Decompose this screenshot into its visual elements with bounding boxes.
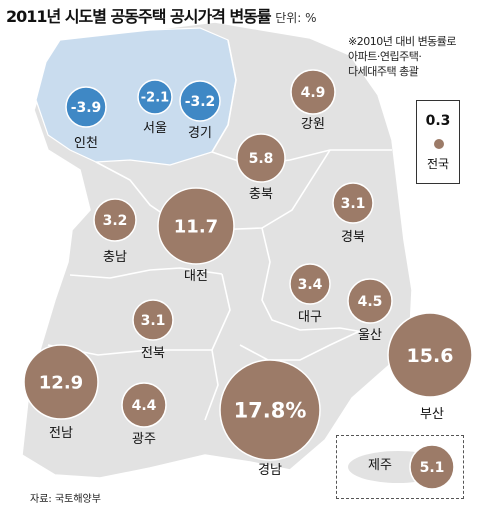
gangwon-name-label: 강원	[301, 117, 325, 132]
jeju-inset-frame	[336, 435, 464, 499]
seoul-name-label: 서울	[143, 121, 167, 136]
chungbuk-name-label: 충북	[249, 187, 273, 202]
footnote-line: ※2010년 대비 변동률로	[348, 35, 457, 48]
ulsan-name-label: 울산	[358, 328, 382, 343]
jeonnam-value-label: 12.9	[39, 372, 83, 393]
busan-bubble	[387, 312, 473, 398]
chungbuk-value-label: 5.8	[249, 151, 274, 167]
gyeonggi-value-label: -3.2	[185, 94, 216, 110]
capital-area-shape	[35, 27, 237, 166]
source-note: 자료: 국토해양부	[30, 494, 101, 505]
border-line	[261, 227, 381, 336]
incheon-bubble	[65, 86, 107, 128]
chungnam-value-label: 3.2	[103, 213, 128, 229]
bubble-layer: -3.9 인천 -2.1 서울 -3.2 경기 4.9 강원 5.8 충북 3.1 경북 3.2 충남 11…	[23, 69, 473, 490]
jeonbuk-value-label: 3.1	[141, 313, 166, 329]
footnote: ※2010년 대비 변동률로 아파트·연립주택· 다세대주택 총괄	[348, 34, 457, 79]
footnote-line: 다세대주택 총괄	[348, 65, 419, 78]
busan-name-label: 부산	[420, 407, 444, 422]
gangwon-value-label: 4.9	[301, 85, 326, 101]
gyeonggi-name-label: 경기	[188, 126, 212, 141]
incheon-name-label: 인천	[74, 136, 98, 151]
map-title: 2011년 시도별 공동주택 공시가격 변동률 단위: %	[6, 3, 317, 27]
ulsan-bubble	[347, 278, 393, 324]
daegu-value-label: 3.4	[298, 277, 323, 293]
daejeon-value-label: 11.7	[174, 216, 218, 237]
gyeongnam-bubble	[219, 359, 321, 461]
border-line	[239, 329, 363, 361]
gyeongnam-name-label: 경남	[258, 463, 282, 478]
gwangju-name-label: 광주	[132, 432, 156, 447]
jeonbuk-bubble	[132, 299, 174, 341]
footnote-line: 아파트·연립주택·	[348, 50, 422, 63]
legend-dot	[434, 139, 444, 149]
incheon-value-label: -3.9	[71, 100, 102, 116]
gyeongbuk-name-label: 경북	[341, 230, 365, 245]
gyeongbuk-bubble	[332, 182, 374, 224]
jeju-value-label: 5.1	[420, 460, 445, 476]
ulsan-value-label: 4.5	[358, 294, 383, 310]
busan-value-label: 15.6	[407, 345, 454, 367]
jeonbuk-name-label: 전북	[141, 346, 165, 361]
jeju-name-label: 제주	[368, 458, 392, 473]
gyeongbuk-value-label: 3.1	[341, 196, 366, 212]
title-text: 2011년 시도별 공동주택 공시가격 변동률	[6, 7, 272, 26]
gangwon-bubble	[290, 69, 336, 115]
chungnam-bubble	[93, 198, 137, 242]
daegu-bubble	[289, 263, 331, 305]
jeonnam-bubble	[23, 344, 99, 420]
daejeon-bubble	[157, 187, 235, 265]
gwangju-bubble	[121, 382, 167, 428]
seoul-bubble	[137, 79, 173, 115]
seoul-value-label: -2.1	[141, 91, 169, 106]
gwangju-value-label: 4.4	[132, 398, 157, 414]
legend-value: 0.3	[425, 113, 451, 129]
chungnam-name-label: 충남	[103, 250, 127, 265]
border-line	[211, 39, 237, 153]
daegu-name-label: 대구	[298, 310, 322, 325]
jeju-bubble	[409, 444, 455, 490]
jeonnam-name-label: 전남	[49, 426, 73, 441]
legend-name: 전국	[426, 157, 450, 171]
border-line	[69, 267, 223, 279]
national-legend: 0.3 전국	[416, 100, 460, 184]
unit-label: 단위: %	[275, 11, 317, 25]
daejeon-name-label: 대전	[184, 269, 208, 284]
chungbuk-bubble	[236, 133, 286, 183]
gyeonggi-bubble	[179, 80, 221, 122]
gyeongnam-value-label: 17.8%	[234, 399, 307, 423]
